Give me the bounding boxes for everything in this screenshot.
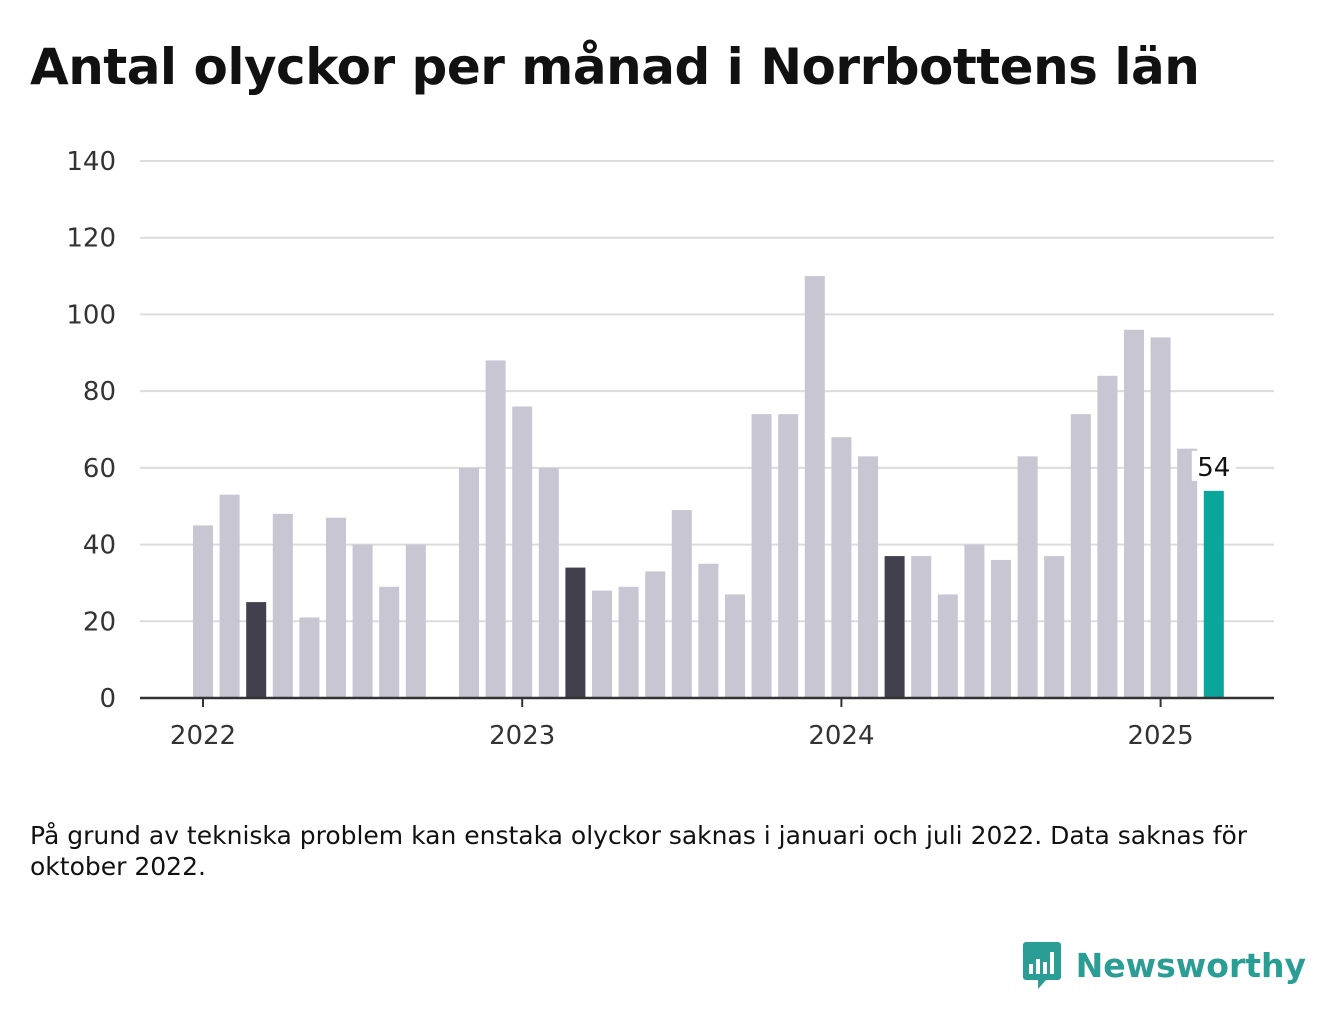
bar-2023-07[interactable] xyxy=(671,510,692,698)
x-tick-label: 2023 xyxy=(489,721,555,751)
footnote: På grund av tekniska problem kan enstaka… xyxy=(30,821,1248,881)
bar-2023-04[interactable] xyxy=(592,590,612,698)
bar-2023-05[interactable] xyxy=(618,586,639,698)
newsworthy-logo-icon xyxy=(1022,942,1061,989)
y-tick-label: 120 xyxy=(66,224,116,254)
bar-2024-08[interactable] xyxy=(1017,456,1038,698)
bar-2023-12[interactable] xyxy=(804,276,825,698)
bar-2022-09[interactable] xyxy=(405,544,426,698)
bar-2022-02[interactable] xyxy=(219,494,240,698)
bar-2023-06[interactable] xyxy=(645,571,666,698)
bar-2022-11[interactable] xyxy=(459,467,479,698)
axes: 0 20 40 60 80 100 120 140 2022 2023 2024 2025 xyxy=(66,147,1274,751)
bar-2022-08[interactable] xyxy=(379,586,400,698)
bar-chart: 54 0 20 40 60 80 100 120 140 2022 2023 2024 2025 xyxy=(66,147,1274,751)
bar-2025-01[interactable] xyxy=(1150,337,1171,698)
bar-2024-10[interactable] xyxy=(1070,414,1091,698)
y-tick-label: 100 xyxy=(66,300,116,330)
bar-2023-08[interactable] xyxy=(698,563,719,698)
bar-2024-01[interactable] xyxy=(831,437,852,698)
chart-title: Antal olyckor per månad i Norrbottens lä… xyxy=(30,38,1200,96)
bar-2023-01[interactable] xyxy=(512,406,533,698)
y-tick-label: 20 xyxy=(83,607,116,637)
bar-2023-11[interactable] xyxy=(778,414,799,698)
bar-2024-06[interactable] xyxy=(964,544,985,698)
bar-2024-07[interactable] xyxy=(991,559,1011,698)
y-tick-label: 140 xyxy=(66,147,116,177)
data-labels: 54 xyxy=(1191,450,1236,483)
bar-2024-11[interactable] xyxy=(1097,375,1118,698)
bar-2024-03[interactable] xyxy=(884,556,905,698)
brand-logo[interactable]: Newsworthy xyxy=(1022,940,1306,990)
x-tick-label: 2022 xyxy=(170,721,236,751)
bar-2023-10[interactable] xyxy=(751,414,772,698)
bar-2023-09[interactable] xyxy=(725,594,745,698)
data-label-background xyxy=(1191,450,1236,481)
bar-2022-04[interactable] xyxy=(272,513,293,698)
bar-2022-05[interactable] xyxy=(299,617,320,698)
bar-2022-12[interactable] xyxy=(485,360,506,698)
x-tick-label: 2025 xyxy=(1128,721,1194,751)
bar-2024-04[interactable] xyxy=(911,556,932,698)
bar-2023-02[interactable] xyxy=(538,467,559,698)
y-tick-label: 40 xyxy=(83,531,116,561)
bar-2022-07[interactable] xyxy=(352,544,373,698)
bar-2025-02[interactable] xyxy=(1177,448,1198,698)
bars xyxy=(193,276,1224,698)
bar-2024-09[interactable] xyxy=(1044,556,1065,698)
data-label: 54 xyxy=(1197,453,1230,483)
bar-2024-05[interactable] xyxy=(937,594,958,698)
bar-2024-12[interactable] xyxy=(1124,329,1144,698)
y-tick-label: 0 xyxy=(99,684,116,714)
y-tick-label: 60 xyxy=(83,454,116,484)
x-tick-label: 2024 xyxy=(808,721,874,751)
y-tick-label: 80 xyxy=(83,377,116,407)
bar-2022-01[interactable] xyxy=(193,525,213,698)
brand-name: Newsworthy xyxy=(1075,945,1306,985)
bar-2022-03[interactable] xyxy=(246,602,267,698)
bar-2025-03[interactable] xyxy=(1203,490,1224,698)
bar-2022-06[interactable] xyxy=(326,517,346,698)
bar-2024-02[interactable] xyxy=(858,456,878,698)
bar-2023-03[interactable] xyxy=(565,567,586,698)
